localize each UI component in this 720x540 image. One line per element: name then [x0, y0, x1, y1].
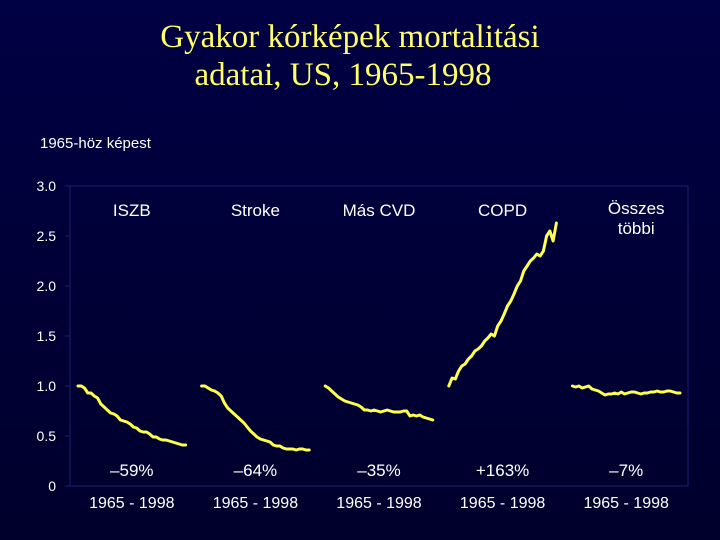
y-tick-label: 0 — [48, 478, 56, 494]
panel-title: Összes — [608, 199, 665, 218]
series-line — [570, 384, 682, 397]
y-tick-label: 0.5 — [37, 428, 57, 444]
change-label: –64% — [234, 461, 277, 480]
chart-title-line-1: Gyakor kórképek mortalitási — [160, 19, 540, 55]
panel-title: COPD — [478, 201, 527, 220]
panel-title: többi — [618, 219, 655, 238]
series-line — [76, 384, 188, 447]
panel-title: ISZB — [113, 201, 151, 220]
change-label: –7% — [609, 461, 643, 480]
chart-title-line-2: adatai, US, 1965-1998 — [194, 57, 492, 93]
x-range-label: 1965 - 1998 — [89, 495, 175, 512]
series-line — [323, 384, 435, 422]
y-tick-label: 1.5 — [37, 328, 57, 344]
change-label: –35% — [357, 461, 400, 480]
change-label: –59% — [110, 461, 153, 480]
x-range-label: 1965 - 1998 — [336, 495, 422, 512]
chart-title: Gyakor kórképek mortalitási adatai, US, … — [0, 18, 720, 94]
series-line — [200, 384, 311, 452]
y-axis-label: 1965-höz képest — [40, 135, 151, 152]
x-range-label: 1965 - 1998 — [213, 495, 299, 512]
y-tick-label: 2.5 — [37, 228, 57, 244]
panel-title: Más CVD — [343, 201, 416, 220]
panel-title: Stroke — [231, 201, 280, 220]
y-tick-label: 3.0 — [37, 178, 57, 194]
series-line — [447, 221, 558, 388]
y-tick-label: 2.0 — [37, 278, 57, 294]
x-range-label: 1965 - 1998 — [583, 495, 669, 512]
y-tick-label: 1.0 — [37, 378, 57, 394]
change-label: +163% — [476, 461, 529, 480]
x-range-label: 1965 - 1998 — [460, 495, 546, 512]
